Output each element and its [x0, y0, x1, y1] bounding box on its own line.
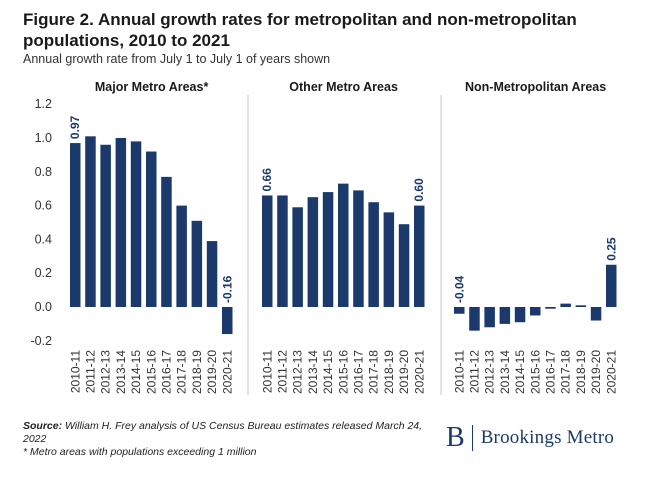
- x-tick-label: 2011-12: [83, 350, 97, 393]
- data-label: 0.25: [604, 237, 618, 261]
- data-label: -0.04: [452, 275, 466, 303]
- data-label: 0.60: [412, 178, 426, 202]
- x-tick-label: 2012-13: [483, 350, 497, 394]
- x-tick-label: 2019-20: [397, 350, 411, 394]
- x-tick-label: 2019-20: [589, 350, 603, 394]
- bar: [191, 220, 203, 307]
- x-tick-label: 2017-18: [559, 350, 573, 394]
- x-tick-label: 2014-15: [321, 350, 335, 394]
- bar: [530, 307, 541, 316]
- bar: [560, 303, 571, 307]
- y-tick-label: 0.4: [35, 232, 52, 246]
- panel-title: Non-Metropolitan Areas: [465, 80, 606, 94]
- bar: [454, 307, 465, 314]
- x-tick-label: 2014-15: [513, 350, 527, 394]
- bar: [590, 307, 602, 321]
- bar: [414, 205, 425, 307]
- bar: [115, 138, 127, 307]
- x-tick-label: 2011-12: [467, 350, 481, 393]
- x-tick-label: 2013-14: [114, 350, 128, 394]
- x-tick-label: 2010-11: [452, 350, 466, 393]
- x-tick-label: 2019-20: [205, 350, 219, 394]
- bar: [499, 307, 511, 324]
- bar: [383, 212, 395, 307]
- bar: [176, 205, 187, 307]
- logo-text: Brookings Metro: [480, 427, 615, 448]
- y-tick-label: 1.0: [35, 131, 52, 145]
- x-tick-label: 2016-17: [351, 350, 365, 394]
- x-tick-label: 2012-13: [99, 350, 113, 394]
- x-tick-label: 2013-14: [306, 350, 320, 394]
- x-tick-label: 2017-18: [367, 350, 381, 394]
- panel-title: Other Metro Areas: [289, 80, 398, 94]
- bar: [100, 144, 111, 307]
- x-tick-label: 2010-11: [68, 350, 82, 393]
- chart-subtitle: Annual growth rate from July 1 to July 1…: [23, 52, 331, 66]
- x-tick-label: 2016-17: [159, 350, 173, 394]
- footnote: * Metro areas with populations exceeding…: [23, 446, 257, 458]
- bar: [277, 195, 288, 307]
- data-label: 0.66: [260, 168, 274, 192]
- x-tick-label: 2020-21: [604, 350, 618, 394]
- logo-mark: B: [446, 422, 465, 453]
- x-tick-label: 2010-11: [260, 350, 274, 393]
- x-tick-label: 2018-19: [574, 350, 588, 394]
- bar: [545, 307, 556, 309]
- bar: [368, 202, 379, 307]
- footer: Source: William H. Frey analysis of US C…: [23, 420, 423, 459]
- bar: [606, 264, 617, 307]
- x-tick-label: 2012-13: [291, 350, 305, 394]
- source-text: William H. Frey analysis of US Census Bu…: [23, 420, 423, 445]
- bar: [353, 190, 364, 307]
- bar: [222, 307, 233, 335]
- bar: [307, 197, 319, 307]
- x-tick-label: 2013-14: [498, 350, 512, 394]
- bar: [469, 307, 480, 331]
- x-tick-label: 2015-16: [144, 350, 158, 394]
- y-tick-label: 0.0: [35, 300, 52, 314]
- bar: [130, 141, 142, 307]
- x-tick-label: 2011-12: [275, 350, 289, 393]
- y-tick-label: 1.2: [35, 97, 52, 111]
- bar: [292, 207, 303, 307]
- source-note: Source: William H. Frey analysis of US C…: [23, 420, 423, 446]
- x-tick-label: 2020-21: [412, 350, 426, 394]
- x-tick-label: 2018-19: [382, 350, 396, 394]
- x-tick-label: 2015-16: [528, 350, 542, 394]
- bar: [146, 151, 157, 307]
- x-tick-label: 2016-17: [543, 350, 557, 394]
- panel-title: Major Metro Areas*: [95, 80, 209, 94]
- bar: [484, 307, 495, 328]
- logo-divider: [471, 425, 473, 451]
- data-label: 0.97: [68, 115, 82, 139]
- bar: [575, 305, 587, 307]
- bar: [85, 136, 96, 307]
- x-tick-label: 2014-15: [129, 350, 143, 394]
- x-tick-label: 2018-19: [190, 350, 204, 394]
- bar: [514, 307, 526, 323]
- bar: [70, 143, 81, 307]
- x-tick-label: 2017-18: [175, 350, 189, 394]
- x-tick-label: 2015-16: [336, 350, 350, 394]
- bar: [338, 183, 349, 307]
- bar: [161, 176, 172, 307]
- y-tick-label: 0.6: [35, 199, 52, 213]
- data-label: -0.16: [220, 275, 234, 303]
- x-tick-label: 2020-21: [220, 350, 234, 394]
- bar: [262, 195, 273, 307]
- bar: [322, 192, 334, 307]
- y-tick-label: 0.2: [35, 266, 52, 280]
- bar: [398, 224, 410, 307]
- source-label: Source:: [23, 420, 63, 432]
- brookings-logo: B Brookings Metro: [446, 424, 614, 452]
- bar: [206, 241, 218, 307]
- y-tick-label: 0.8: [35, 165, 52, 179]
- chart-title: Figure 2. Annual growth rates for metrop…: [23, 10, 577, 50]
- y-tick-label: -0.2: [30, 334, 52, 348]
